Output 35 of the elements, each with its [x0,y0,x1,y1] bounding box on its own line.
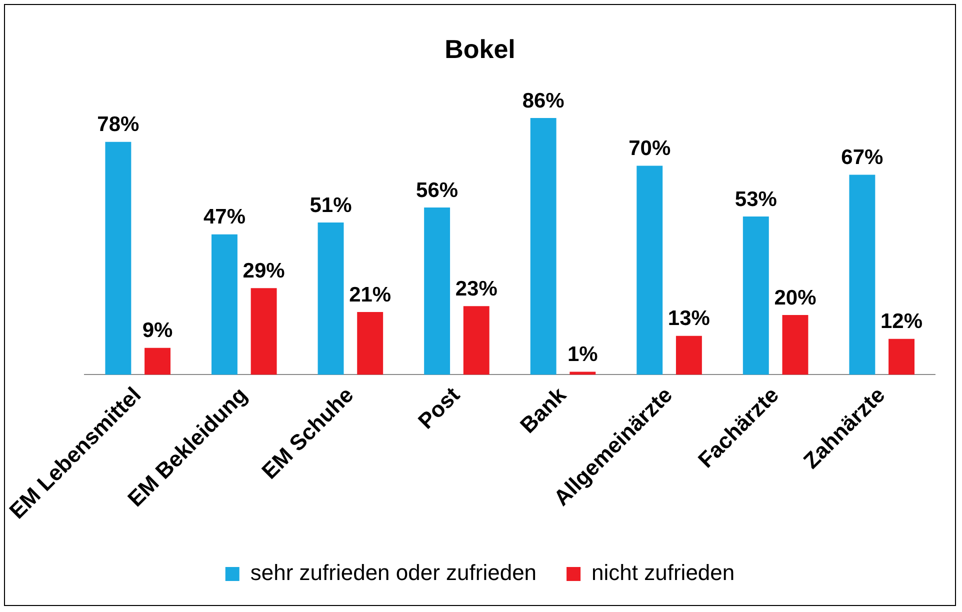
data-label: 56% [416,178,458,202]
bar [105,142,132,375]
legend-label: nicht zufrieden [592,560,735,586]
bar [530,118,556,375]
data-label: 21% [349,283,392,306]
bar [888,338,914,375]
data-label: 20% [774,286,817,310]
bar [849,174,876,375]
bar [463,306,490,375]
legend-label: sehr zufrieden oder zufrieden [250,560,537,586]
bar [636,166,663,375]
data-label: 47% [203,206,246,229]
data-label: 9% [142,319,174,342]
bar [357,312,384,375]
bar [742,216,769,375]
bar [676,336,702,375]
bar [318,222,344,375]
data-label: 53% [734,188,778,211]
bar [782,315,808,375]
data-label: 23% [455,277,498,300]
bar [250,288,277,375]
bar [144,348,170,375]
data-label: 70% [628,137,671,160]
data-label: 13% [668,307,710,330]
data-label: 29% [242,259,286,282]
bar [212,234,238,375]
data-label: 86% [522,89,565,112]
bar [424,208,450,375]
chart-title: Bokel [444,34,516,64]
data-label: 78% [97,113,140,136]
data-label: 67% [841,146,884,170]
data-label: 1% [567,343,598,366]
data-label: 51% [310,194,352,217]
bar [570,372,596,375]
data-label: 12% [880,310,923,334]
